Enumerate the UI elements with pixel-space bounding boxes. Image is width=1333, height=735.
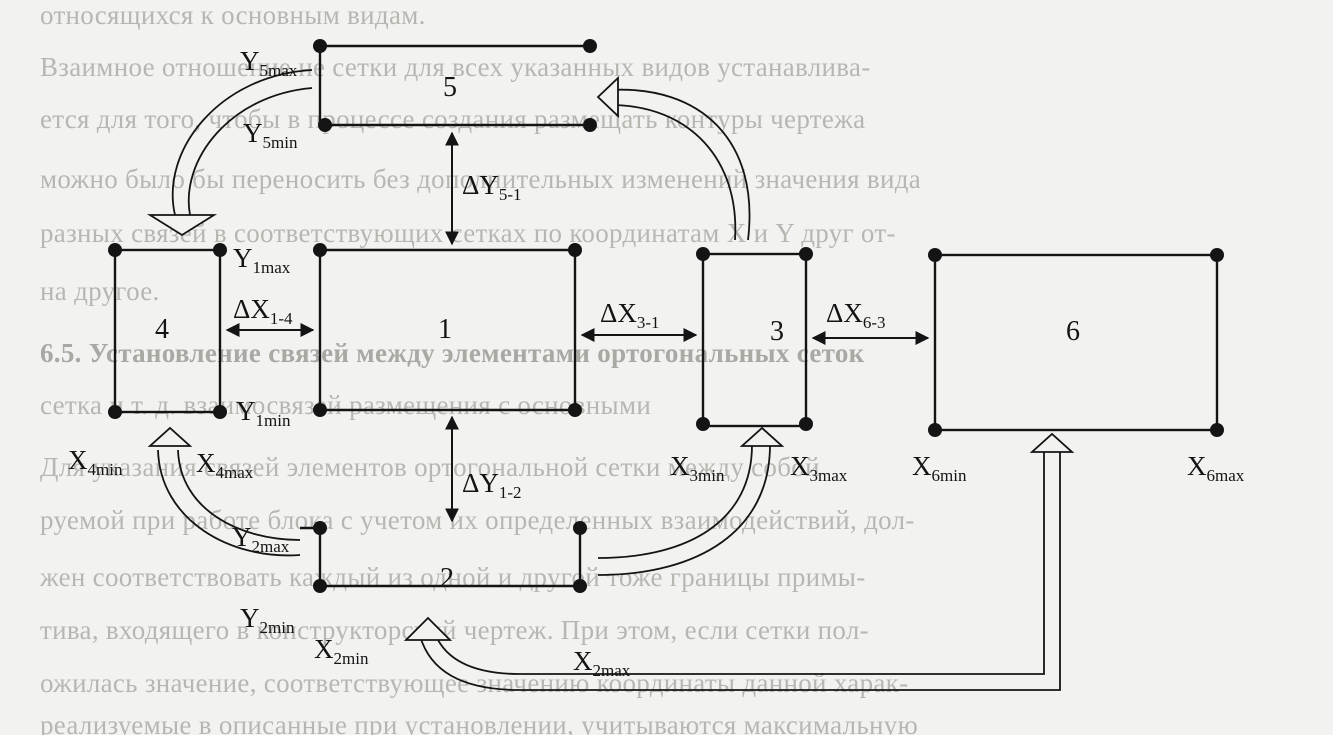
node — [313, 579, 327, 593]
node — [799, 417, 813, 431]
label-x6max: X6max — [1187, 451, 1245, 485]
node — [696, 247, 710, 261]
block-6-number: 6 — [1066, 316, 1080, 347]
node — [313, 243, 327, 257]
link-5-4 — [171, 69, 313, 216]
node — [1210, 423, 1224, 437]
label-dy12: ΔY1-2 — [462, 468, 522, 502]
bg-line-8: сетка и т. д. взаимосвязей размещения с … — [40, 390, 652, 420]
node — [799, 247, 813, 261]
label-x6min: X6min — [912, 451, 967, 485]
link-5-3 — [609, 88, 751, 241]
node — [318, 118, 332, 132]
node — [313, 39, 327, 53]
label-dx31: ΔX3-1 — [600, 298, 660, 332]
label-y5min: Y5min — [243, 118, 298, 152]
block-4-outline — [113, 248, 222, 414]
block-4-number: 4 — [155, 314, 169, 345]
link-2-3 — [597, 444, 771, 576]
node — [583, 118, 597, 132]
bg-line-2: Взаимное отношение не сетки для всех ука… — [40, 52, 871, 82]
link-2-6 — [419, 450, 1061, 691]
node — [213, 243, 227, 257]
label-y1max: Y1max — [233, 243, 291, 277]
node — [568, 243, 582, 257]
node — [573, 521, 587, 535]
node — [583, 39, 597, 53]
label-dx14: ΔX1-4 — [233, 294, 293, 328]
label-x3min: X3min — [670, 451, 725, 485]
node — [928, 423, 942, 437]
bg-line-7: 6.5. Установление связей между элементам… — [40, 338, 865, 368]
node — [1210, 248, 1224, 262]
bg-line-14: реализуемые в описанные при установлении… — [40, 710, 919, 735]
label-y1min: Y1min — [236, 396, 291, 430]
link-4-2 — [157, 449, 301, 557]
label-x2min: X2min — [314, 634, 369, 668]
node — [313, 521, 327, 535]
node — [573, 579, 587, 593]
block-1-number: 1 — [438, 314, 452, 345]
block-1-outline — [320, 248, 577, 412]
label-y2min: Y2min — [240, 603, 295, 637]
block-2-number: 2 — [440, 563, 454, 594]
bg-line-12: тива, входящего в конструкторский чертеж… — [40, 615, 869, 645]
label-y5max: Y5max — [240, 46, 298, 80]
block-6-outline — [933, 253, 1219, 432]
node — [928, 248, 942, 262]
bg-line-6: на другое. — [40, 276, 160, 306]
block-5-number: 5 — [443, 72, 457, 103]
bg-line-1: относящихся к основным видам. — [40, 0, 426, 30]
label-dy51: ΔY5-1 — [462, 170, 522, 204]
node — [108, 243, 122, 257]
label-dx63: ΔX6-3 — [826, 298, 886, 332]
node — [313, 403, 327, 417]
node — [696, 417, 710, 431]
label-x2max: X2max — [573, 646, 631, 680]
label-x4min: X4min — [68, 445, 123, 479]
bg-line-10: руемой при работе блока с учетом их опре… — [40, 505, 915, 535]
bg-line-3: ется для того, чтобы в процессе создания… — [40, 104, 866, 134]
block-2-outline — [318, 528, 582, 588]
bg-line-4: можно было бы переносить без дополнитель… — [40, 164, 922, 194]
node — [108, 405, 122, 419]
label-x4max: X4max — [196, 448, 254, 482]
block-3-number: 3 — [770, 316, 784, 347]
block-5-outline — [318, 44, 590, 127]
bg-line-9: Для указания связей элементов ортогональ… — [40, 452, 820, 482]
label-y2max: Y2max — [232, 522, 290, 556]
block-3-outline — [701, 252, 808, 428]
node — [213, 405, 227, 419]
node — [568, 403, 582, 417]
bg-line-13: ожилась значение, соответствующее значен… — [40, 668, 909, 698]
label-x3max: X3max — [790, 451, 848, 485]
